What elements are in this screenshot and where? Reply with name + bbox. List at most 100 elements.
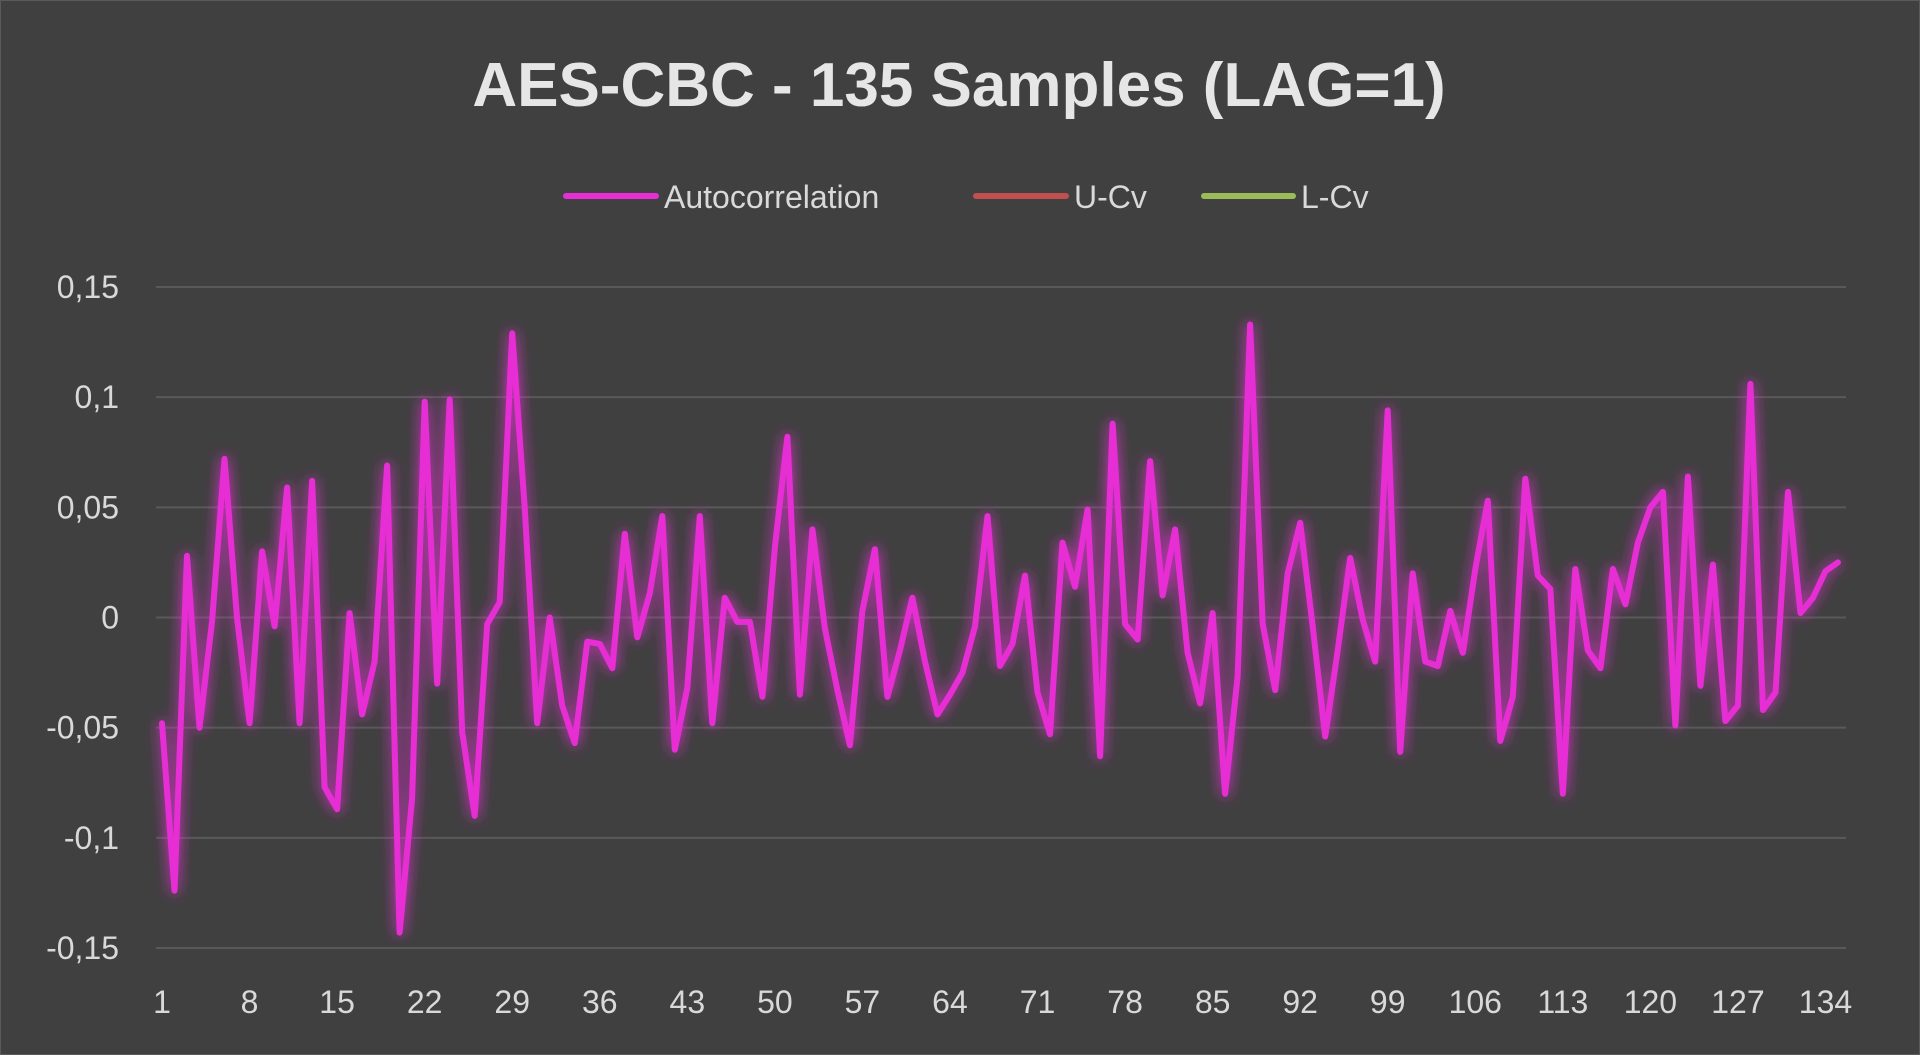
data-point[interactable] [857,606,867,616]
data-point[interactable] [220,454,230,464]
data-point[interactable] [1595,663,1605,673]
data-point[interactable] [945,690,955,700]
data-point[interactable] [357,709,367,719]
data-point[interactable] [807,524,817,534]
data-point[interactable] [545,613,555,623]
data-point[interactable] [1545,584,1555,594]
data-point[interactable] [1645,502,1655,512]
data-point[interactable] [232,613,242,623]
data-point[interactable] [1195,698,1205,708]
data-point[interactable] [845,740,855,750]
data-point[interactable] [1333,646,1343,656]
data-point[interactable] [332,804,342,814]
data-point[interactable] [1233,672,1243,682]
data-point[interactable] [1283,568,1293,578]
data-point[interactable] [682,683,692,693]
data-point[interactable] [607,663,617,673]
data-point[interactable] [1808,593,1818,603]
data-point[interactable] [1608,564,1618,574]
data-point[interactable] [1620,599,1630,609]
data-point[interactable] [1508,692,1518,702]
data-point[interactable] [370,657,380,667]
data-point[interactable] [257,546,267,556]
data-point[interactable] [1033,687,1043,697]
data-point[interactable] [1395,747,1405,757]
data-point[interactable] [1133,635,1143,645]
legend-item-u-cv[interactable]: U-Cv [973,179,1147,215]
data-point[interactable] [470,811,480,821]
data-point[interactable] [1470,564,1480,574]
data-point[interactable] [1220,789,1230,799]
data-point[interactable] [320,782,330,792]
data-point[interactable] [1833,557,1843,567]
data-point[interactable] [295,718,305,728]
data-point[interactable] [495,597,505,607]
data-point[interactable] [1058,538,1068,548]
data-point[interactable] [245,718,255,728]
data-point[interactable] [1370,657,1380,667]
data-point[interactable] [958,668,968,678]
data-point[interactable] [1708,560,1718,570]
data-point[interactable] [1183,648,1193,658]
data-point[interactable] [1045,729,1055,739]
data-point[interactable] [770,542,780,552]
data-point[interactable] [532,718,542,728]
data-point[interactable] [307,476,317,486]
data-point[interactable] [157,718,167,728]
data-point[interactable] [1345,553,1355,563]
data-point[interactable] [1796,608,1806,618]
data-point[interactable] [1383,405,1393,415]
data-point[interactable] [520,502,530,512]
data-point[interactable] [1245,320,1255,330]
data-point[interactable] [670,745,680,755]
data-point[interactable] [1720,716,1730,726]
data-point[interactable] [695,511,705,521]
data-point[interactable] [1670,721,1680,731]
data-point[interactable] [570,738,580,748]
data-point[interactable] [595,639,605,649]
data-point[interactable] [1008,639,1018,649]
data-point[interactable] [582,637,592,647]
data-point[interactable] [1520,474,1530,484]
data-point[interactable] [1745,379,1755,389]
data-point[interactable] [632,632,642,642]
data-point[interactable] [870,544,880,554]
data-point[interactable] [1083,505,1093,515]
data-point[interactable] [720,593,730,603]
data-point[interactable] [1733,701,1743,711]
data-point[interactable] [407,793,417,803]
data-point[interactable] [882,692,892,702]
data-point[interactable] [1295,518,1305,528]
data-point[interactable] [970,621,980,631]
data-point[interactable] [1258,619,1268,629]
data-point[interactable] [620,529,630,539]
data-point[interactable] [270,621,280,631]
data-point[interactable] [1683,472,1693,482]
data-point[interactable] [1771,687,1781,697]
data-point[interactable] [195,723,205,733]
data-point[interactable] [1095,751,1105,761]
legend-item-l-cv[interactable]: L-Cv [1201,179,1369,215]
data-point[interactable] [757,692,767,702]
data-point[interactable] [1433,661,1443,671]
data-point[interactable] [707,718,717,728]
data-point[interactable] [782,432,792,442]
data-point[interactable] [795,690,805,700]
data-point[interactable] [1533,571,1543,581]
data-point[interactable] [345,608,355,618]
data-point[interactable] [1758,705,1768,715]
data-point[interactable] [657,511,667,521]
data-point[interactable] [445,394,455,404]
data-point[interactable] [1020,571,1030,581]
data-point[interactable] [1570,564,1580,574]
data-point[interactable] [907,593,917,603]
data-point[interactable] [745,617,755,627]
data-point[interactable] [1308,621,1318,631]
legend-item-autocorrelation[interactable]: Autocorrelation [563,179,879,215]
data-point[interactable] [995,661,1005,671]
data-point[interactable] [207,617,217,627]
data-point[interactable] [1408,568,1418,578]
data-point[interactable] [170,886,180,896]
data-point[interactable] [983,511,993,521]
data-point[interactable] [895,646,905,656]
